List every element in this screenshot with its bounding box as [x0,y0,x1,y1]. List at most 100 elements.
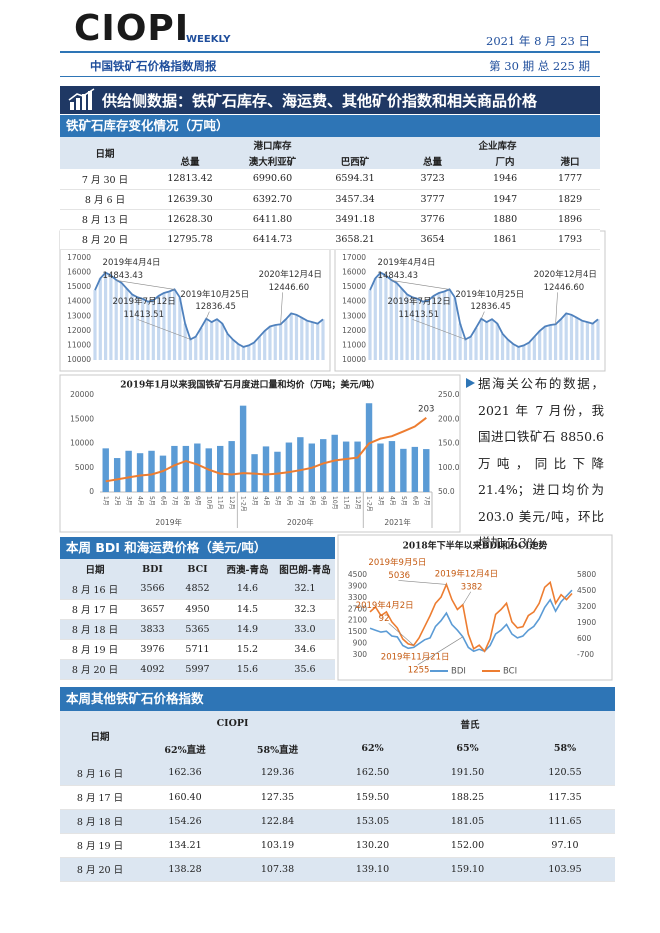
period-label: 2019年 [155,517,182,527]
chart-title: 2018年下半年以来BDI和BCI走势 [403,540,548,552]
bar [167,291,171,360]
x-tick-label: 4月 [137,496,144,506]
header-cell: 58% [515,736,616,761]
table-cell: 130.20 [325,833,420,858]
x-tick-label: 6月 [411,496,418,506]
x-tick-label: 8月 [308,496,315,506]
table-cell: 188.25 [420,785,515,810]
x-tick-label: 9月 [320,496,327,506]
table-cell: 129.36 [230,761,325,786]
section-title: 本周 BDI 和海运费价格（美元/吨） [60,537,335,559]
x-tick-label: 6月 [159,496,166,506]
table-cell: 1896 [540,209,601,230]
table-cell: 14.6 [220,579,275,600]
header-row: 日期 港口库存 企业库存 [60,137,601,169]
bar [331,434,338,492]
y-tick-label: 13000 [67,311,91,320]
annotation-value: 3382 [461,582,483,592]
bar [320,439,327,492]
bar [182,445,190,492]
table-cell: 6594.31 [315,169,396,190]
bar [225,333,230,360]
annotation-leader [417,636,463,666]
publication: 中国铁矿石价格指数周报 [90,59,217,73]
bar [474,327,478,360]
group-header: 普氏 [325,711,616,736]
x-tick-label: 10月 [205,496,212,510]
y-tick-label: 17000 [342,253,366,262]
y-tick-label: 15000 [70,414,94,423]
y2-tick-label: 5800 [577,570,596,579]
bar [172,289,177,360]
annotation-value: 12446.60 [544,283,585,293]
x-tick-label: 5月 [274,496,281,506]
bar [157,295,161,360]
bar [368,290,372,360]
bar [278,324,283,360]
annotation-leader [398,580,447,585]
x-tick-label: 3月 [251,496,258,506]
table-cell: 5997 [175,659,220,680]
y-tick-label: 14000 [342,297,366,306]
y-tick-label: 15000 [342,282,366,291]
bar [591,323,595,360]
bar [159,455,167,492]
table-cell: 103.19 [230,833,325,858]
table-row: 8 月 13 日 12628.30 6411.80 3491.18 3776 1880 18… [60,209,601,230]
bar [247,345,251,360]
table-cell: 1946 [470,169,541,190]
table-cell: 6392.70 [230,189,315,210]
table-cell: 8 月 20 日 [60,857,140,882]
bar [285,442,293,492]
annotation-leader [391,280,450,290]
line [94,271,324,348]
header-cell: 澳大利亚矿 [230,153,315,169]
bar [400,448,407,492]
bar [377,443,384,492]
annotation-value: 12836.45 [470,302,511,312]
bar [411,446,419,492]
table-cell: 3723 [395,169,471,190]
bar [148,450,155,492]
bar [217,445,224,492]
bar [410,297,415,360]
header-cell: BDI [130,559,175,579]
table-cell: 159.10 [420,857,515,882]
x-tick-label: 1月 [102,496,109,506]
bar [241,346,246,360]
bar [469,336,473,360]
annotation-leader [462,591,472,605]
header-cell: 总量 [150,153,230,169]
table-cell: 1880 [470,209,541,230]
bar [239,405,247,492]
bar [141,298,145,360]
table-cell: 122.84 [230,809,325,834]
annotation-value: 5036 [388,571,410,581]
bar [273,325,277,360]
header-row: 日期 BDI BCI 西澳-青岛 图巴朗-青岛 [60,559,335,579]
bar [135,297,140,360]
table-cell: 33.0 [275,619,335,640]
table-cell: 7 月 30 日 [60,169,150,190]
y-tick-label: 11000 [67,340,91,349]
data-table: 日期 CIOPI 普氏 62%直进 58%直进 62% 65% 58% 8 月 16 日 162.… [60,711,616,882]
x-tick-label: 5月 [148,496,155,506]
y-tick-label: 15000 [67,282,91,291]
header-row: 总量 澳大利亚矿 巴西矿 总量 厂内 港口 [60,153,601,169]
table-cell: 8 月 17 日 [60,785,140,810]
bar [136,453,144,492]
bar [297,437,304,492]
table-cell: 107.38 [230,857,325,882]
x-tick-label: 12月 [228,496,235,510]
legend-label: BDI [451,667,466,677]
table-cell: 103.95 [515,857,616,882]
y2-tick-label: 1900 [577,618,596,627]
annotation-value: 14843.43 [378,271,419,281]
y-tick-label: 3900 [348,581,367,590]
annotation-date: 2019年10月25日 [180,289,249,300]
bar [463,339,468,360]
bar [274,451,281,492]
table-cell: 14.9 [220,619,275,640]
table-cell: 162.36 [140,761,230,786]
bar [423,449,430,492]
